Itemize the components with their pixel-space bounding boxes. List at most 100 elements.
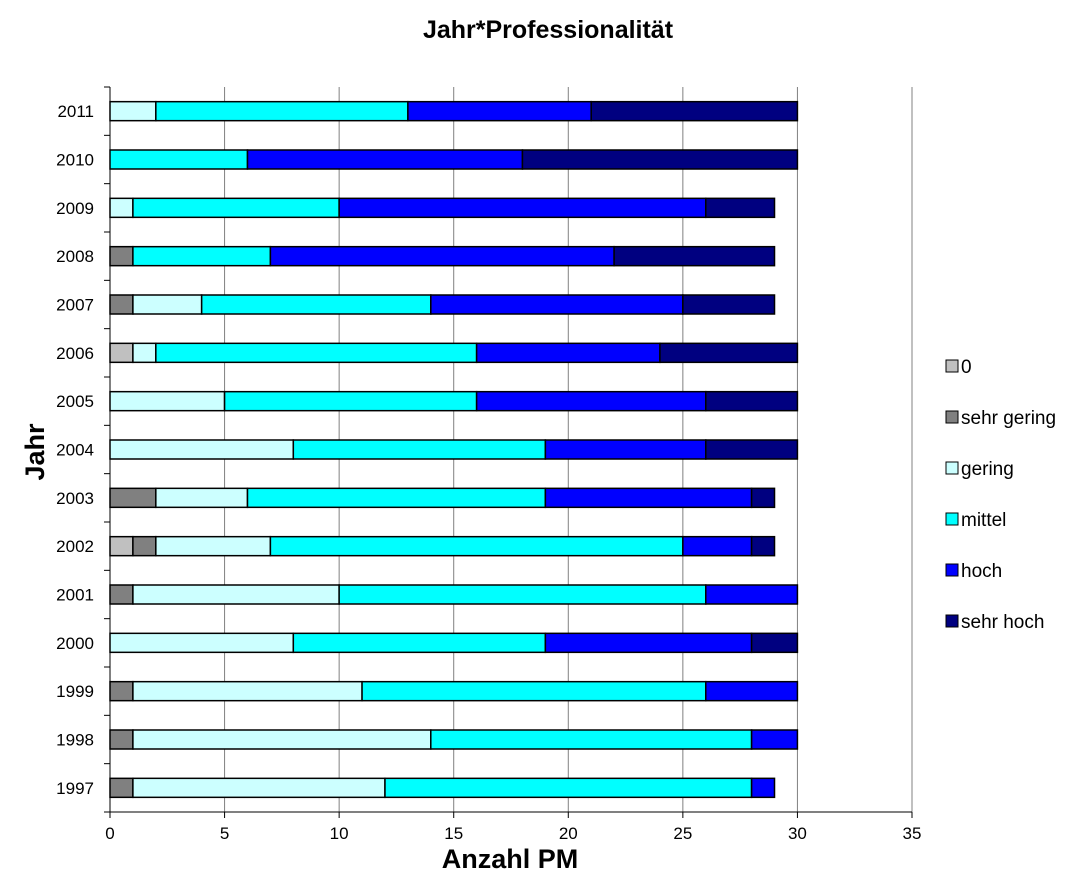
bar-segment — [659, 342, 799, 364]
y-tick-label: 2009 — [56, 199, 94, 218]
y-tick-label: 1997 — [56, 779, 94, 798]
y-tick-labels: 1997 1998 1999 2000 2001 2002 2003 2004 2005 2006… — [56, 102, 94, 798]
bar-segment — [544, 439, 707, 460]
bar-segment — [705, 584, 799, 605]
bar-segment — [750, 487, 776, 509]
bar-segment — [705, 390, 799, 412]
y-tick-label: 1998 — [56, 731, 94, 750]
x-tick-label: 25 — [673, 824, 692, 843]
bar-segment — [155, 100, 409, 122]
bar-segment — [246, 487, 547, 509]
bar-segment — [292, 439, 547, 460]
legend-label: mittel — [961, 510, 1006, 531]
x-tick-label: 10 — [330, 824, 349, 843]
bar-segment — [109, 149, 249, 170]
x-tick-label: 30 — [788, 824, 807, 843]
y-tick-label: 2010 — [56, 151, 94, 170]
bar-segment — [155, 342, 478, 364]
legend-swatch — [945, 461, 959, 475]
legend: 0 sehr gering gering mittel hoch sehr hoch — [945, 357, 1056, 633]
bar-segment — [705, 197, 776, 219]
x-tick-label: 15 — [444, 824, 463, 843]
y-tick-label: 2002 — [56, 537, 94, 556]
bar-segment — [292, 632, 547, 654]
bar-segment — [109, 294, 134, 315]
y-tick-label: 2000 — [56, 634, 94, 653]
bar-segment — [705, 680, 799, 702]
bar-segment — [109, 245, 134, 267]
bar-segment — [200, 294, 432, 315]
bar-segment — [109, 729, 134, 750]
bar-segment — [338, 584, 707, 605]
bar-segment — [109, 439, 295, 460]
chart-title: Jahr*Professionalität — [423, 16, 674, 44]
bar-segment — [613, 245, 776, 267]
bar-segment — [132, 245, 272, 267]
legend-swatch — [945, 410, 959, 424]
bars — [109, 100, 799, 799]
legend-label: 0 — [961, 357, 972, 378]
y-tick-label: 2003 — [56, 489, 94, 508]
bar-segment — [109, 100, 157, 122]
bar-segment — [750, 632, 799, 654]
bar-segment — [269, 245, 615, 267]
y-tick-label: 2007 — [56, 296, 94, 315]
y-tick-label: 2004 — [56, 441, 94, 460]
bar-segment — [109, 342, 134, 364]
bar-segment — [109, 487, 157, 509]
bar-segment — [132, 584, 340, 605]
bar-segment — [544, 632, 753, 654]
x-tick-labels: 0 5 10 15 20 25 30 35 — [105, 824, 921, 843]
x-tick-label: 35 — [903, 824, 922, 843]
y-tick-label: 2011 — [57, 102, 94, 121]
bar-segment — [705, 439, 799, 460]
bar-segment — [132, 729, 432, 750]
y-axis-title: Jahr — [20, 423, 50, 481]
bar-segment — [109, 535, 134, 557]
legend-label: sehr gering — [961, 408, 1056, 429]
y-tick-label: 2008 — [56, 247, 94, 266]
bar-segment — [361, 680, 707, 702]
bar-segment — [132, 197, 340, 219]
axes — [104, 86, 913, 818]
bar-segment — [430, 294, 684, 315]
bar-segment — [109, 777, 134, 799]
bar-segment — [750, 535, 776, 557]
bar-segment — [269, 535, 684, 557]
bar-segment — [132, 535, 157, 557]
x-tick-label: 5 — [220, 824, 229, 843]
legend-swatch — [945, 563, 959, 577]
legend-swatch — [945, 359, 959, 373]
y-tick-label: 2006 — [56, 344, 94, 363]
bar-segment — [682, 294, 776, 315]
legend-swatch — [945, 512, 959, 526]
bar-segment — [430, 729, 753, 750]
bar-segment — [132, 680, 363, 702]
bar-segment — [246, 149, 524, 170]
bar-segment — [475, 342, 661, 364]
bar-segment — [155, 535, 272, 557]
bar-segment — [223, 390, 478, 412]
bar-segment — [109, 584, 134, 605]
legend-label: sehr hoch — [961, 612, 1044, 633]
bar-segment — [407, 100, 592, 122]
y-tick-label: 2005 — [56, 392, 94, 411]
bar-segment — [109, 680, 134, 702]
legend-swatch — [945, 614, 959, 628]
bar-segment — [132, 342, 157, 364]
bar-segment — [750, 729, 799, 750]
bar-segment — [132, 294, 203, 315]
bar-segment — [475, 390, 707, 412]
y-tick-label: 1999 — [56, 682, 94, 701]
x-tick-label: 0 — [105, 824, 114, 843]
legend-label: gering — [961, 459, 1014, 480]
y-tick-label: 2001 — [56, 586, 94, 605]
bar-segment — [109, 632, 295, 654]
bar-segment — [544, 487, 753, 509]
bar-segment — [590, 100, 799, 122]
bar-segment — [155, 487, 249, 509]
bar-segment — [109, 197, 134, 219]
bar-segment — [384, 777, 753, 799]
bar-segment — [109, 390, 226, 412]
